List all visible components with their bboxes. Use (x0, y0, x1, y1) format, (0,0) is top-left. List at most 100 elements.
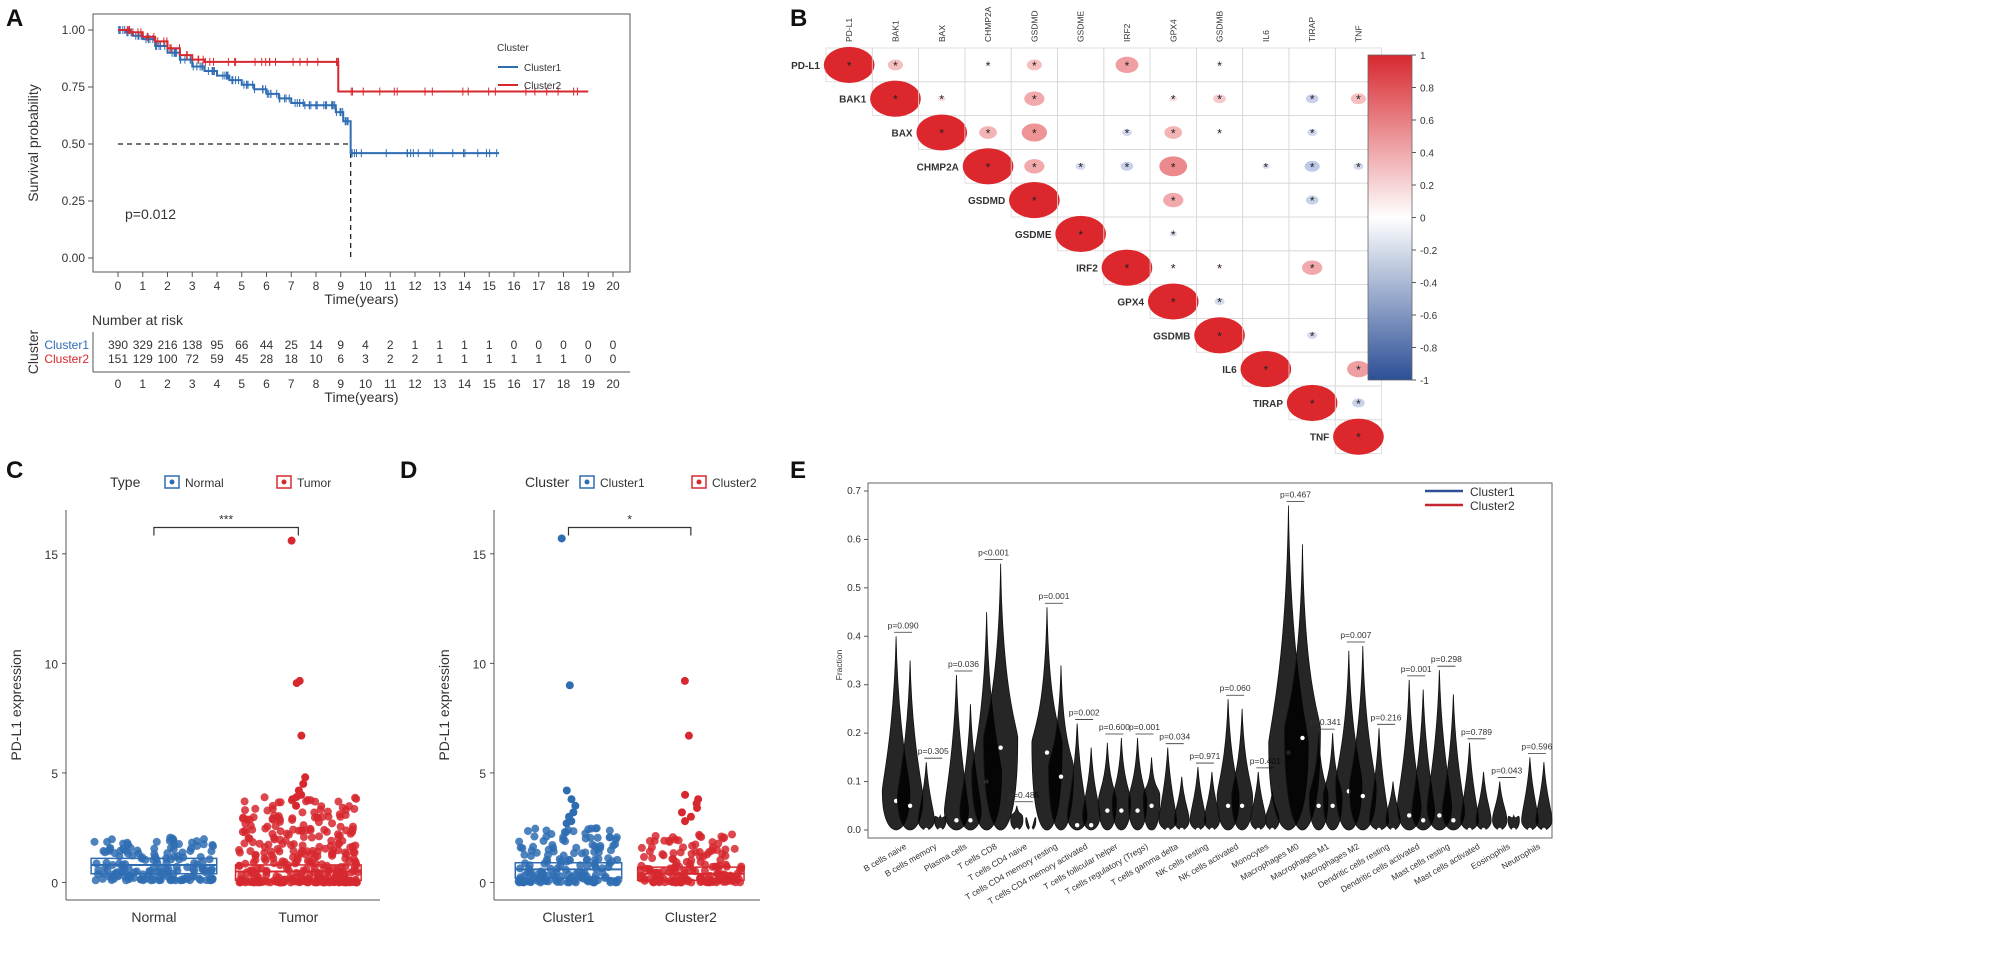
heatmap-row-label: GPX4 (1117, 298, 1144, 309)
heatmap-cell (1288, 216, 1336, 252)
jitter-point (544, 845, 553, 854)
correlation-circle (1333, 418, 1384, 455)
significance-star: * (1171, 262, 1176, 276)
violin-median (1074, 822, 1080, 828)
significance-star: * (1171, 228, 1176, 242)
colorbar (1367, 54, 1413, 381)
jitter-point (314, 818, 323, 827)
risk-x-tick-label: 18 (557, 377, 571, 391)
km-curve-cluster2 (118, 29, 589, 93)
violin-median (1105, 808, 1110, 813)
significance-star: * (1032, 59, 1037, 73)
jitter-point (255, 839, 264, 848)
legend-label: Cluster2 (712, 476, 757, 490)
risk-count: 59 (210, 352, 224, 366)
significance-star: * (939, 93, 944, 107)
panel-letter-b: B (790, 5, 807, 32)
outlier-point (562, 786, 571, 795)
jitter-point (258, 878, 267, 887)
risk-count: 44 (260, 338, 274, 352)
legend-title: Type (110, 474, 141, 490)
colorbar-tick-label: 1 (1420, 51, 1426, 62)
significance-star: * (1171, 194, 1176, 208)
x-category-label: Cluster2 (665, 909, 717, 925)
correlation-circle (979, 126, 997, 139)
correlation-circle (1350, 93, 1367, 105)
x-tick-label: 6 (263, 279, 270, 293)
heatmap-cell (1288, 351, 1336, 387)
significance-star: * (1125, 262, 1130, 276)
risk-count: 1 (560, 352, 567, 366)
violin-median (1437, 813, 1442, 818)
significance-star: * (847, 59, 852, 73)
risk-x-tick-label: 14 (458, 377, 472, 391)
jitter-point (307, 833, 316, 842)
risk-count: 9 (337, 338, 344, 352)
pvalue-label: p=0.001 (1039, 591, 1070, 601)
heatmap-cell (964, 81, 1012, 117)
violin-median (1527, 827, 1533, 833)
legend-label: Tumor (297, 476, 331, 490)
x-tick-label: 7 (288, 279, 295, 293)
risk-x-axis-title: Time(years) (324, 389, 398, 405)
y-axis-title: PD-L1 expression (8, 649, 24, 760)
y-tick-label: 0.5 (847, 583, 861, 594)
risk-count: 0 (560, 338, 567, 352)
panel-letter-a: A (6, 5, 23, 32)
risk-row-label: Cluster1 (44, 338, 89, 352)
outlier-point (680, 676, 689, 685)
violin-median (1511, 827, 1516, 833)
pvalue-label: p=0.036 (948, 659, 979, 669)
jitter-point (268, 815, 277, 824)
legend-label: Cluster2 (524, 81, 562, 92)
jitter-point (175, 855, 184, 864)
violin-shape (1492, 781, 1508, 831)
jitter-point (565, 875, 574, 884)
y-tick-label: 5 (51, 767, 58, 781)
violin-median (998, 745, 1003, 750)
significance-bracket (567, 526, 692, 536)
risk-count: 95 (210, 338, 224, 352)
outlier-point (686, 812, 695, 821)
colorbar-tick-label: 0.4 (1420, 149, 1434, 160)
outlier-point (287, 536, 296, 545)
risk-count: 72 (186, 352, 200, 366)
heatmap-cell (1103, 182, 1151, 218)
violin-median (1014, 827, 1020, 833)
pvalue-label: p=0.001 (1129, 722, 1160, 732)
x-tick-label: 5 (238, 279, 245, 293)
outlier-point (565, 681, 574, 690)
km-plot-frame (92, 13, 631, 273)
pvalue-label: p=0.090 (888, 620, 919, 630)
heatmap-col-label: GSDMB (1215, 11, 1225, 43)
jitter-point (261, 856, 270, 865)
jitter-point (686, 859, 695, 868)
outlier-point (693, 803, 702, 812)
jitter-point (559, 851, 568, 860)
heatmap-col-label: IL6 (1261, 30, 1271, 42)
legend-dot (281, 479, 287, 485)
box (90, 857, 218, 875)
pvalue-label: p=0.789 (1461, 727, 1492, 737)
significance-star: * (1310, 329, 1315, 343)
jitter-point (665, 836, 674, 845)
heatmap-cell (1149, 47, 1197, 83)
jitter-point (605, 826, 614, 835)
jitter-point (700, 866, 709, 875)
jitter-point (103, 865, 112, 874)
x-category-label: Tumor (278, 909, 318, 925)
pvalue-label: p=0.001 (1401, 664, 1432, 674)
jitter-point (133, 846, 142, 855)
risk-count: 3 (362, 352, 369, 366)
significance-star: * (1310, 194, 1315, 208)
legend-box (276, 475, 292, 489)
jitter-point (665, 877, 674, 886)
risk-count: 100 (157, 352, 177, 366)
jitter-point (338, 836, 347, 845)
x-category-label: Cluster1 (542, 909, 594, 925)
heatmap-row-label: PD-L1 (791, 61, 820, 72)
heatmap-cell (1103, 81, 1151, 117)
significance-star: * (1217, 59, 1222, 73)
risk-count: 1 (511, 352, 518, 366)
